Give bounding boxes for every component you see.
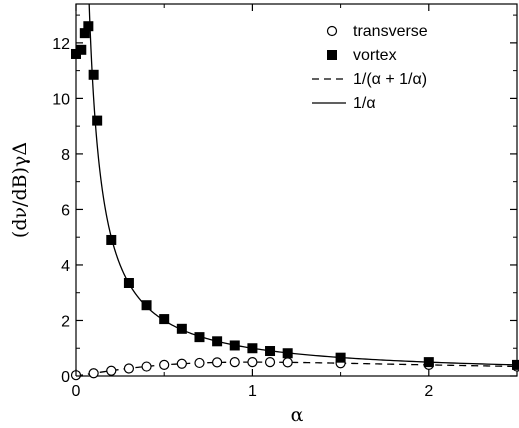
legend-transverse-marker — [326, 25, 338, 37]
x-tick-label: 2 — [424, 383, 433, 400]
transverse-point — [282, 357, 293, 368]
y-tick-label: 0 — [61, 369, 70, 386]
vortex-point — [282, 348, 293, 359]
y-tick-label: 8 — [61, 147, 70, 164]
x-tick-label: 0 — [72, 383, 81, 400]
series-solid-curve — [88, 3, 518, 366]
vortex-point — [229, 340, 240, 351]
vortex-point — [247, 343, 258, 354]
plot-frame — [75, 3, 518, 377]
transverse-point — [264, 357, 276, 368]
x-axis-title: α — [291, 404, 304, 426]
legend-label-vortex: vortex — [353, 47, 397, 64]
vortex-point — [141, 300, 152, 311]
vortex-point — [106, 234, 117, 245]
vortex-point — [512, 359, 519, 370]
vortex-point — [194, 332, 205, 343]
transverse-point — [176, 358, 187, 369]
transverse-point — [123, 363, 135, 374]
y-tick-label: 4 — [61, 258, 70, 275]
legend-label-solid: 1/α — [353, 95, 376, 112]
y-tick-label: 10 — [52, 91, 70, 108]
vortex-point — [88, 69, 99, 80]
transverse-point — [106, 365, 117, 376]
vortex-point — [79, 28, 90, 39]
transverse-point — [88, 368, 99, 379]
vortex-point — [176, 323, 187, 334]
vortex-point — [71, 48, 81, 59]
vortex-point — [123, 278, 134, 288]
y-tick-label: 12 — [52, 36, 70, 53]
legend-label-transverse: transverse — [353, 23, 428, 40]
vortex-point — [83, 21, 94, 32]
transverse-point — [229, 357, 240, 368]
vortex-point — [159, 314, 170, 325]
transverse-point — [159, 359, 170, 370]
x-tick-label: 1 — [248, 383, 257, 400]
vortex-point — [423, 357, 434, 368]
vortex-point — [265, 346, 276, 357]
y-tick-label: 2 — [61, 313, 70, 330]
transverse-point — [212, 357, 223, 368]
transverse-point — [194, 357, 205, 369]
vortex-point — [335, 352, 346, 363]
transverse-point — [247, 357, 258, 368]
y-tick-label: 6 — [61, 202, 70, 219]
transverse-point — [141, 361, 152, 372]
legend-vortex-marker — [327, 50, 337, 60]
legend-label-dashed: 1/(α + 1/α) — [353, 71, 427, 88]
vortex-point — [92, 115, 103, 126]
y-axis-title: (dν/dB)γΔ — [9, 142, 31, 238]
vortex-point — [212, 336, 223, 347]
legend: transverse vortex 1/(α + 1/α) 1/α — [312, 23, 428, 112]
vortex-point — [76, 44, 87, 55]
